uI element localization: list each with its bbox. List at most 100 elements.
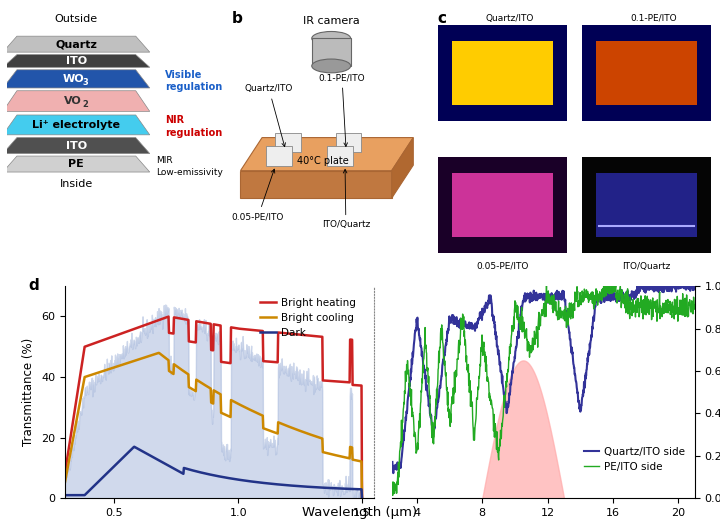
Bright heating [236, 325, 245, 332]
Polygon shape [3, 55, 150, 67]
Bright heating [195, 319, 204, 325]
Bar [336, 133, 361, 153]
Bright heating [113, 332, 122, 338]
Bright heating [358, 495, 366, 501]
Polygon shape [240, 138, 413, 171]
Bar [327, 146, 353, 166]
Polygon shape [3, 36, 150, 52]
Line: PE/ITO side: PE/ITO side [392, 282, 695, 496]
Text: c: c [438, 11, 446, 26]
Quartz/ITO side [510, 355, 519, 361]
Text: PE: PE [68, 159, 84, 169]
Text: IR camera: IR camera [303, 16, 359, 26]
Text: ITO/Quartz: ITO/Quartz [622, 262, 671, 271]
Ellipse shape [312, 31, 351, 45]
Text: d: d [29, 278, 40, 293]
PE/ITO side [596, 296, 605, 302]
Dark [259, 480, 268, 486]
Bright cooling [284, 423, 293, 430]
Ellipse shape [312, 59, 351, 73]
Text: Inside: Inside [60, 180, 93, 189]
Bright heating [60, 471, 69, 477]
Text: VO: VO [64, 96, 82, 106]
Bright cooling [154, 350, 163, 356]
Bar [452, 173, 553, 237]
Bar [266, 146, 292, 166]
PE/ITO side [388, 485, 397, 491]
Bright cooling [259, 425, 268, 431]
Quartz/ITO side [690, 281, 699, 287]
Text: WO: WO [62, 74, 84, 84]
Bright cooling [358, 495, 366, 501]
PE/ITO side [690, 306, 699, 312]
Bright heating [284, 330, 293, 337]
Quartz/ITO side [389, 470, 397, 476]
Text: Quartz: Quartz [55, 39, 97, 49]
Text: Quartz/ITO: Quartz/ITO [245, 84, 293, 147]
Bar [275, 133, 301, 153]
Text: b: b [232, 11, 243, 26]
Text: 2: 2 [82, 100, 88, 109]
Bright cooling [236, 402, 245, 408]
Bright cooling [195, 378, 204, 385]
Dark [60, 492, 69, 498]
Text: 3: 3 [82, 78, 88, 87]
Text: MIR
Low-emissivity: MIR Low-emissivity [156, 156, 223, 176]
Y-axis label: Transmittance (%): Transmittance (%) [22, 338, 35, 446]
Bright heating [137, 323, 145, 330]
Polygon shape [3, 156, 150, 172]
Polygon shape [240, 171, 392, 198]
Line: Bright heating: Bright heating [65, 316, 362, 498]
Quartz/ITO side [629, 290, 638, 297]
Dark [236, 477, 245, 483]
Text: 0.05-PE/ITO: 0.05-PE/ITO [232, 169, 284, 221]
Bright heating [259, 358, 268, 364]
PE/ITO side [388, 492, 397, 499]
Bright cooling [137, 356, 145, 362]
Bar [312, 38, 351, 66]
Quartz/ITO side [624, 294, 633, 301]
Quartz/ITO side [521, 293, 530, 299]
Text: ITO: ITO [66, 56, 87, 66]
Text: 0.1-PE/ITO: 0.1-PE/ITO [319, 74, 365, 146]
Dark [130, 444, 138, 450]
Bar [596, 41, 697, 104]
PE/ITO side [630, 303, 639, 310]
Quartz/ITO side [596, 293, 605, 299]
Quartz/ITO side [637, 279, 646, 285]
Bar [438, 24, 567, 121]
Text: Wavelength (μm): Wavelength (μm) [302, 506, 418, 519]
Dark [138, 448, 146, 454]
Text: 0.05-PE/ITO: 0.05-PE/ITO [477, 262, 528, 271]
PE/ITO side [607, 279, 616, 285]
Text: NIR
regulation: NIR regulation [165, 116, 222, 138]
PE/ITO side [419, 357, 428, 363]
Line: Dark: Dark [65, 447, 362, 498]
Polygon shape [3, 138, 150, 154]
Text: Visible
regulation: Visible regulation [165, 70, 222, 92]
PE/ITO side [624, 305, 633, 312]
Text: ITO/Quartz: ITO/Quartz [322, 170, 370, 229]
Dark [195, 469, 204, 475]
Text: Li⁺ electrolyte: Li⁺ electrolyte [32, 120, 120, 130]
Line: Bright cooling: Bright cooling [65, 353, 362, 498]
Bright cooling [60, 480, 69, 486]
PE/ITO side [521, 331, 530, 337]
Polygon shape [3, 91, 150, 111]
Text: Quartz/ITO: Quartz/ITO [485, 14, 534, 23]
PE/ITO side [510, 298, 519, 304]
Dark [358, 495, 366, 501]
Legend: Quartz/ITO side, PE/ITO side: Quartz/ITO side, PE/ITO side [580, 443, 690, 476]
Quartz/ITO side [419, 364, 428, 370]
Polygon shape [392, 138, 413, 198]
Bar [438, 157, 567, 253]
Polygon shape [3, 70, 150, 88]
Dark [284, 482, 293, 489]
Bar [596, 173, 697, 237]
Line: Quartz/ITO side: Quartz/ITO side [392, 282, 695, 473]
Polygon shape [3, 115, 150, 135]
Bar [582, 157, 711, 253]
Text: 0.1-PE/ITO: 0.1-PE/ITO [631, 14, 677, 23]
Legend: Bright heating, Bright cooling, Dark: Bright heating, Bright cooling, Dark [256, 294, 360, 342]
Text: Outside: Outside [55, 14, 98, 24]
